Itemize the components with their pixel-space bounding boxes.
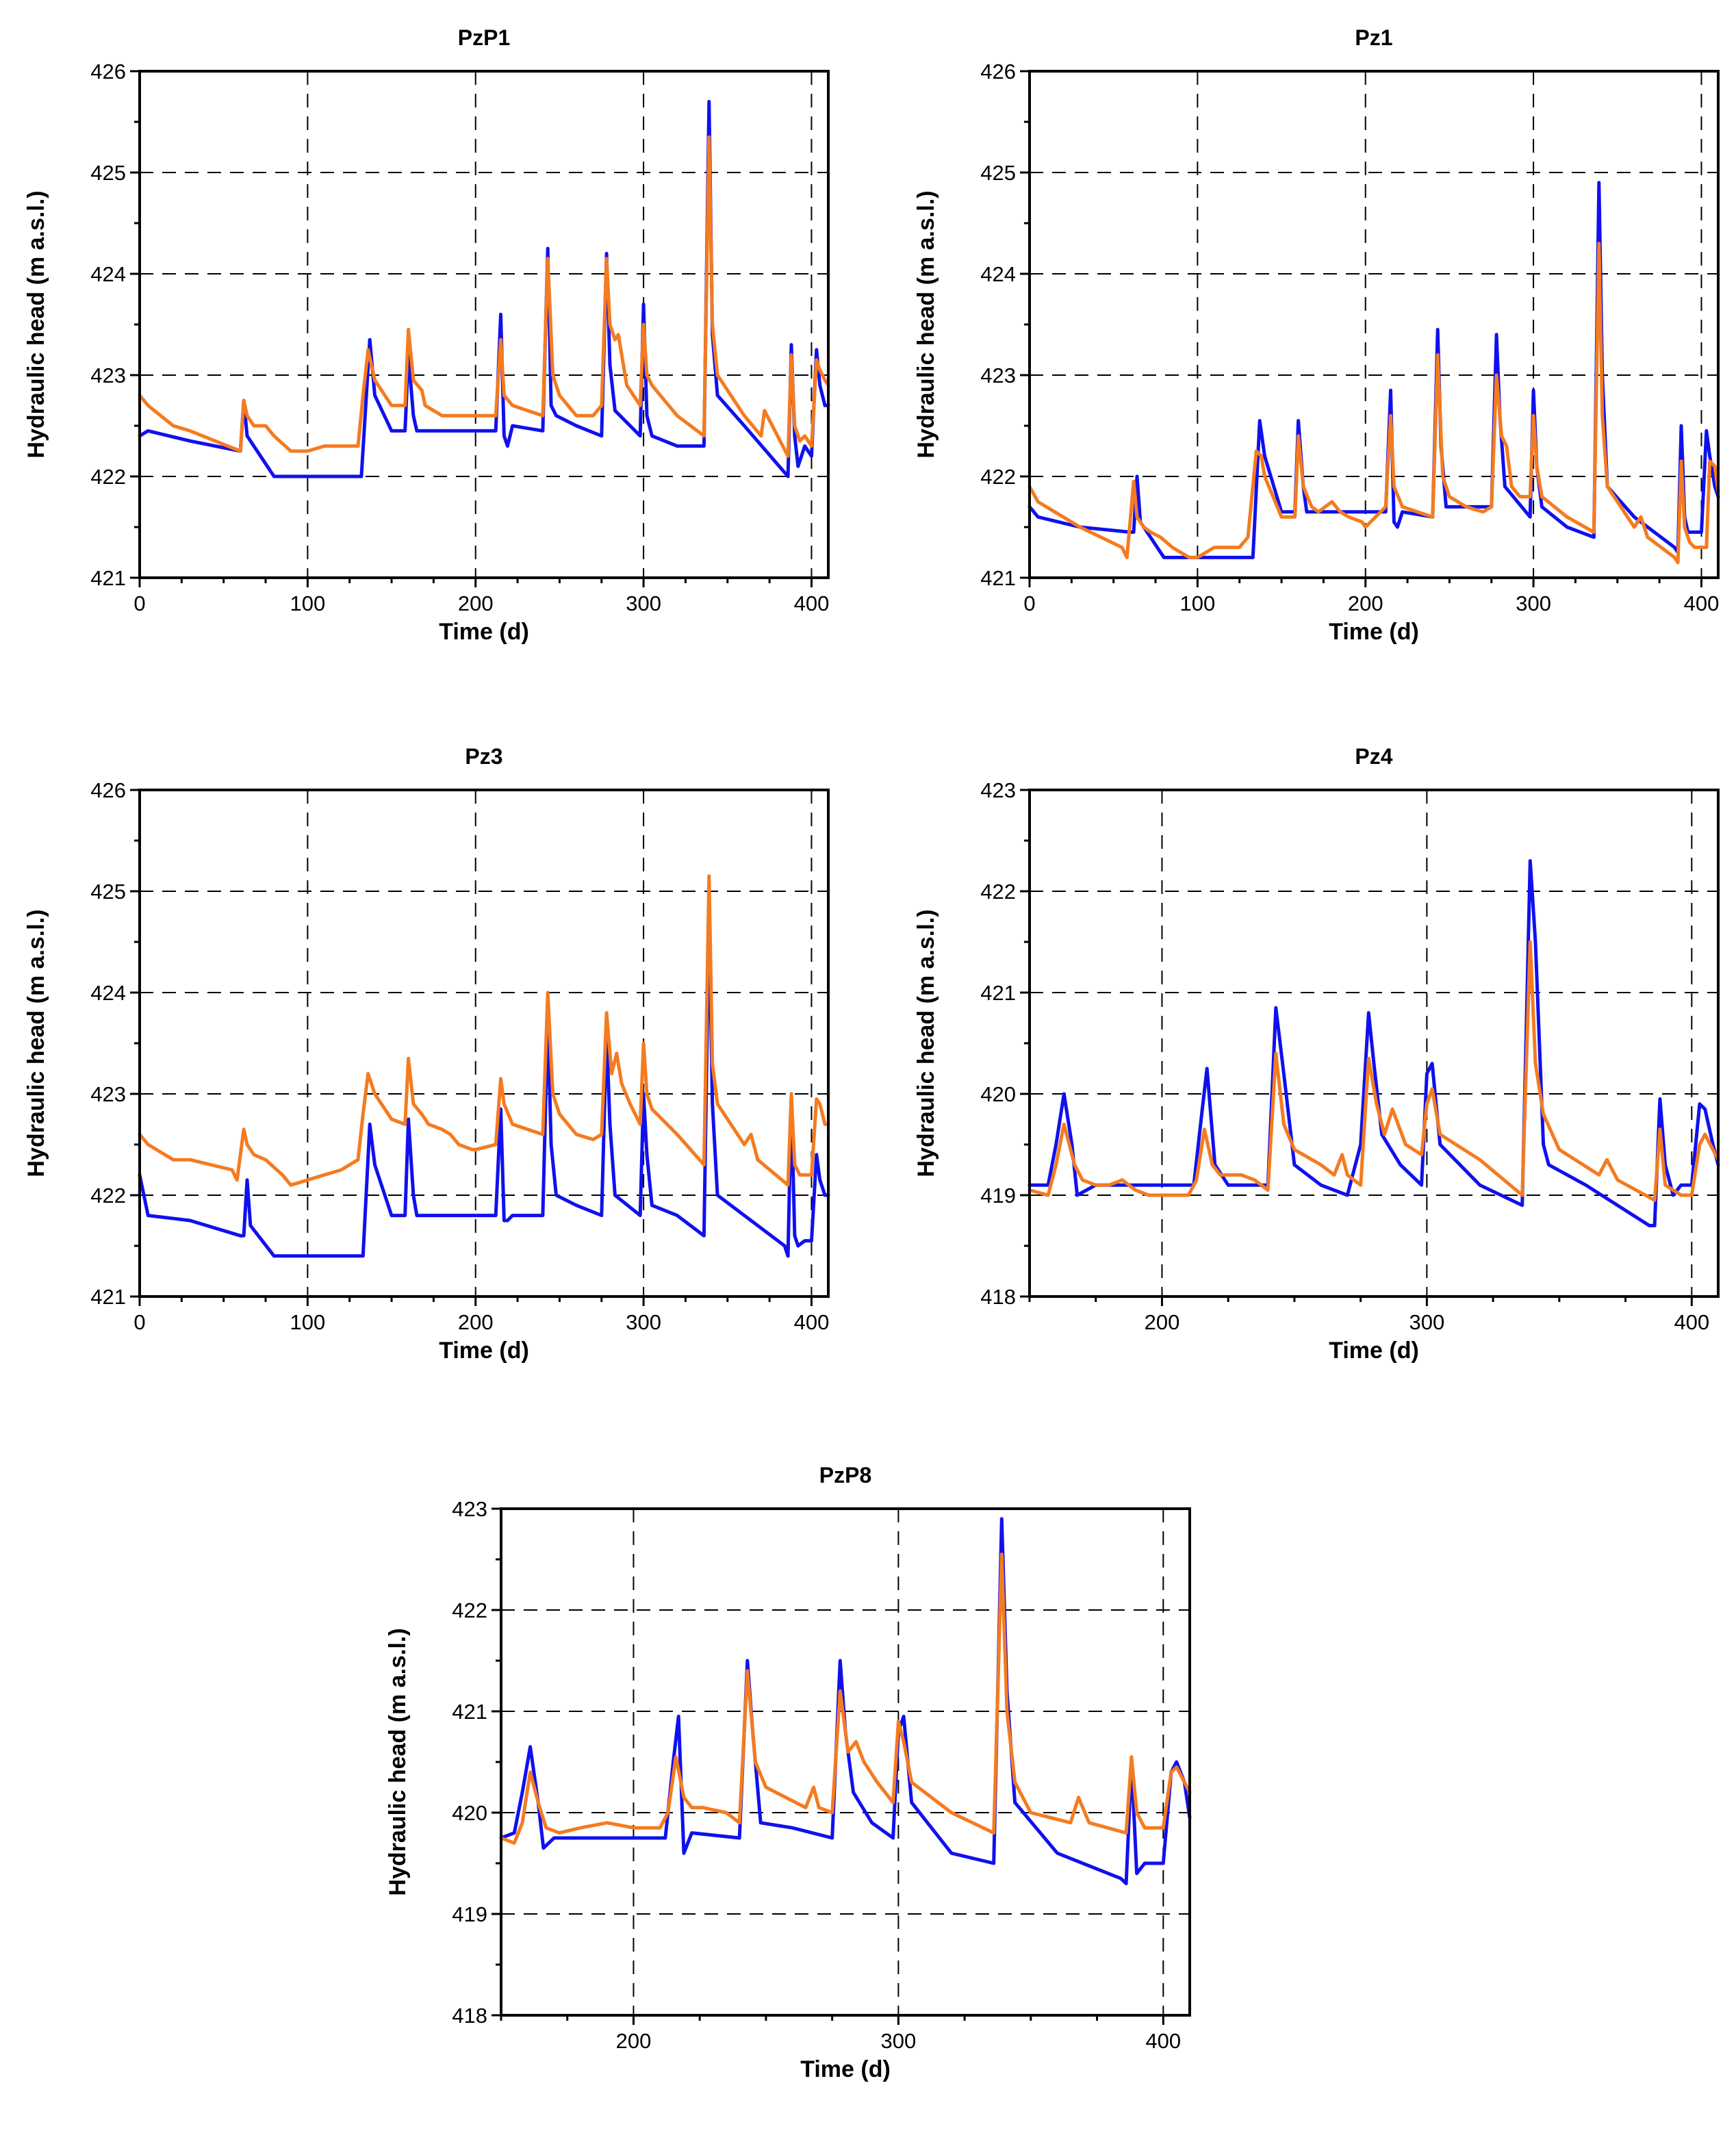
y-tick-label: 425	[90, 880, 126, 904]
x-axis-label: Time (d)	[800, 2056, 891, 2082]
x-tick-label: 400	[1684, 591, 1720, 615]
x-tick-label: 400	[1674, 1310, 1709, 1334]
y-tick-label: 426	[980, 60, 1016, 84]
x-tick-label: 300	[881, 2029, 917, 2053]
y-tick-label: 423	[90, 363, 126, 387]
panel-pz4: Pz4 418 419 420 421 422 423 200 300 400 Time (d) Hy…	[913, 744, 1720, 1364]
plot-frame	[500, 1507, 1191, 2017]
panel-pz3: Pz3 421 422 423 424 425 426 0 100 200 300 400 Time (…	[23, 744, 830, 1364]
series-line-orange	[1027, 242, 1720, 565]
y-tick-label: 421	[452, 1700, 487, 1724]
chart-title: Pz1	[1355, 25, 1392, 50]
x-axis-label: Time (d)	[439, 619, 529, 645]
x-tick-label: 100	[1179, 591, 1215, 615]
y-tick-label: 422	[90, 1184, 126, 1208]
x-tick-label: 300	[1409, 1310, 1445, 1334]
series-line-orange	[138, 874, 830, 1187]
x-tick-label: 400	[1145, 2029, 1181, 2053]
y-tick-label: 419	[980, 1184, 1016, 1208]
x-axis-label: Time (d)	[1329, 619, 1419, 645]
series-line-orange	[138, 135, 830, 458]
x-tick-label: 200	[1348, 591, 1383, 615]
plot-frame	[138, 789, 830, 1298]
y-tick-label: 421	[90, 1285, 126, 1309]
y-tick-label: 418	[452, 2004, 487, 2028]
y-tick-label: 418	[980, 1285, 1016, 1309]
y-axis-label: Hydraulic head (m a.s.l.)	[385, 1628, 411, 1895]
x-tick-label: 400	[794, 591, 830, 615]
x-tick-label: 0	[133, 1310, 145, 1334]
y-tick-label: 420	[452, 1801, 487, 1825]
chart-title: Pz3	[465, 744, 502, 769]
x-tick-label: 0	[1023, 591, 1035, 615]
y-tick-label: 422	[980, 465, 1016, 489]
y-tick-label: 425	[980, 161, 1016, 185]
y-tick-label: 423	[90, 1082, 126, 1106]
y-tick-label: 424	[90, 981, 126, 1005]
plot-frame	[1028, 789, 1720, 1298]
series-line-blue	[499, 1517, 1192, 1886]
y-axis-label: Hydraulic head (m a.s.l.)	[913, 190, 939, 458]
y-tick-label: 421	[980, 566, 1016, 590]
panel-pz1: Pz1 421 422 423 424 425 426 0 100 200 300 400 Time (…	[913, 25, 1720, 645]
y-tick-label: 421	[90, 566, 126, 590]
panel-pzp1: PzP1 421 422 423 424 425 426 0 100 200 300 400 Time …	[23, 25, 830, 645]
y-tick-label: 422	[452, 1598, 487, 1622]
y-axis-label: Hydraulic head (m a.s.l.)	[23, 909, 49, 1177]
x-axis-label: Time (d)	[1329, 1338, 1419, 1364]
x-tick-label: 200	[458, 1310, 494, 1334]
series-line-blue	[1027, 859, 1720, 1227]
series-line-blue	[138, 910, 830, 1258]
y-tick-label: 426	[90, 60, 126, 84]
y-tick-label: 425	[90, 161, 126, 185]
series-line-orange	[499, 1553, 1192, 1845]
x-tick-label: 400	[794, 1310, 830, 1334]
x-tick-label: 200	[458, 591, 494, 615]
y-tick-label: 420	[980, 1082, 1016, 1106]
chart-title: PzP1	[458, 25, 510, 50]
y-tick-label: 424	[980, 262, 1016, 286]
x-tick-label: 200	[1145, 1310, 1180, 1334]
y-tick-label: 419	[452, 1902, 487, 1926]
x-tick-label: 100	[290, 1310, 325, 1334]
y-tick-label: 426	[90, 778, 126, 802]
series-line-orange	[1027, 940, 1720, 1202]
x-axis-label: Time (d)	[439, 1338, 529, 1364]
y-tick-label: 422	[980, 880, 1016, 904]
y-tick-label: 423	[980, 778, 1016, 802]
x-tick-label: 100	[290, 591, 325, 615]
y-tick-label: 424	[90, 262, 126, 286]
panel-pzp8: PzP8 418 419 420 421 422 423 200 300 400 Time (d) H…	[385, 1463, 1192, 2082]
y-axis-label: Hydraulic head (m a.s.l.)	[23, 190, 49, 458]
y-tick-label: 422	[90, 465, 126, 489]
x-tick-label: 200	[616, 2029, 652, 2053]
chart-title: Pz4	[1355, 744, 1392, 769]
y-tick-label: 423	[452, 1497, 487, 1521]
x-tick-label: 300	[1516, 591, 1551, 615]
plot-frame	[138, 70, 830, 579]
y-axis-label: Hydraulic head (m a.s.l.)	[913, 909, 939, 1177]
x-tick-label: 0	[133, 591, 145, 615]
x-tick-label: 300	[626, 591, 661, 615]
x-tick-label: 300	[626, 1310, 661, 1334]
chart-title: PzP8	[819, 1463, 871, 1487]
y-tick-label: 421	[980, 981, 1016, 1005]
y-tick-label: 423	[980, 363, 1016, 387]
